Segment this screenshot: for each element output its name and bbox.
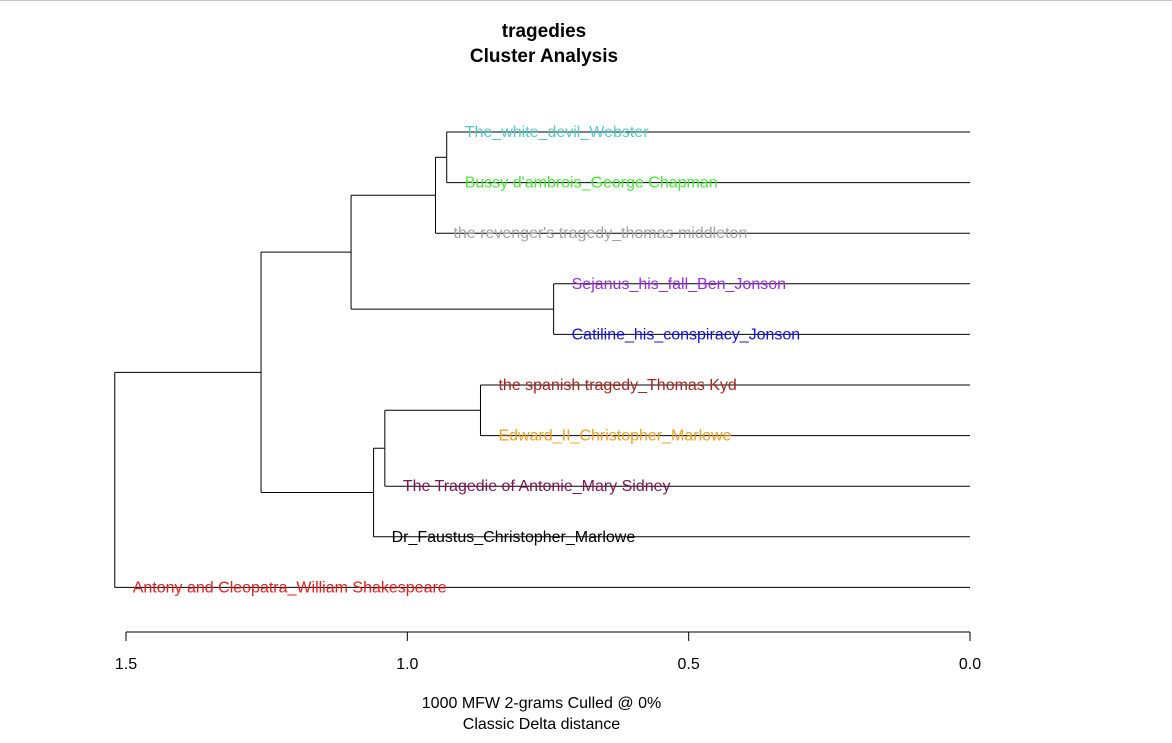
x-axis: 1.5 1.0 0.5 0.0: [115, 631, 981, 673]
leaf-labels: The_white_devil_Webster Bussy d'ambrois_G…: [133, 124, 800, 596]
leaf-label: Edward_II_Christopher_Marlowe: [498, 428, 731, 445]
leaf-label: The Tragedie of Antonie_Mary Sidney: [403, 478, 671, 495]
dendrogram-branches: [114, 131, 970, 588]
leaf-label: Dr_Faustus_Christopher_Marlowe: [392, 529, 636, 546]
x-axis-label: 1000 MFW 2-grams Culled @ 0%: [421, 695, 662, 712]
leaf-label: The_white_devil_Webster: [465, 124, 649, 141]
leaf-label: Antony and Cleopatra_William Shakespeare: [133, 579, 447, 596]
leaf-label: Sejanus_his_fall_Ben_Jonson: [572, 276, 786, 293]
x-axis-label-secondary: Classic Delta distance: [462, 716, 621, 733]
leaf-label: Catiline_his_conspiracy_Jonson: [572, 326, 801, 343]
leaf-label: the spanish tragedy_Thomas Kyd: [498, 377, 736, 394]
chart-title: tragedies: [501, 21, 587, 42]
x-tick-label: 0.5: [678, 656, 700, 673]
x-tick-label: 1.0: [396, 656, 418, 673]
x-tick-label: 1.5: [115, 656, 137, 673]
leaf-label: the revenger's tragedy_thomas middleton: [453, 225, 747, 242]
chart-subtitle: Cluster Analysis: [469, 46, 619, 67]
leaf-label: Bussy d'ambrois_George Chapman: [465, 175, 718, 192]
x-tick-label: 0.0: [959, 656, 981, 673]
